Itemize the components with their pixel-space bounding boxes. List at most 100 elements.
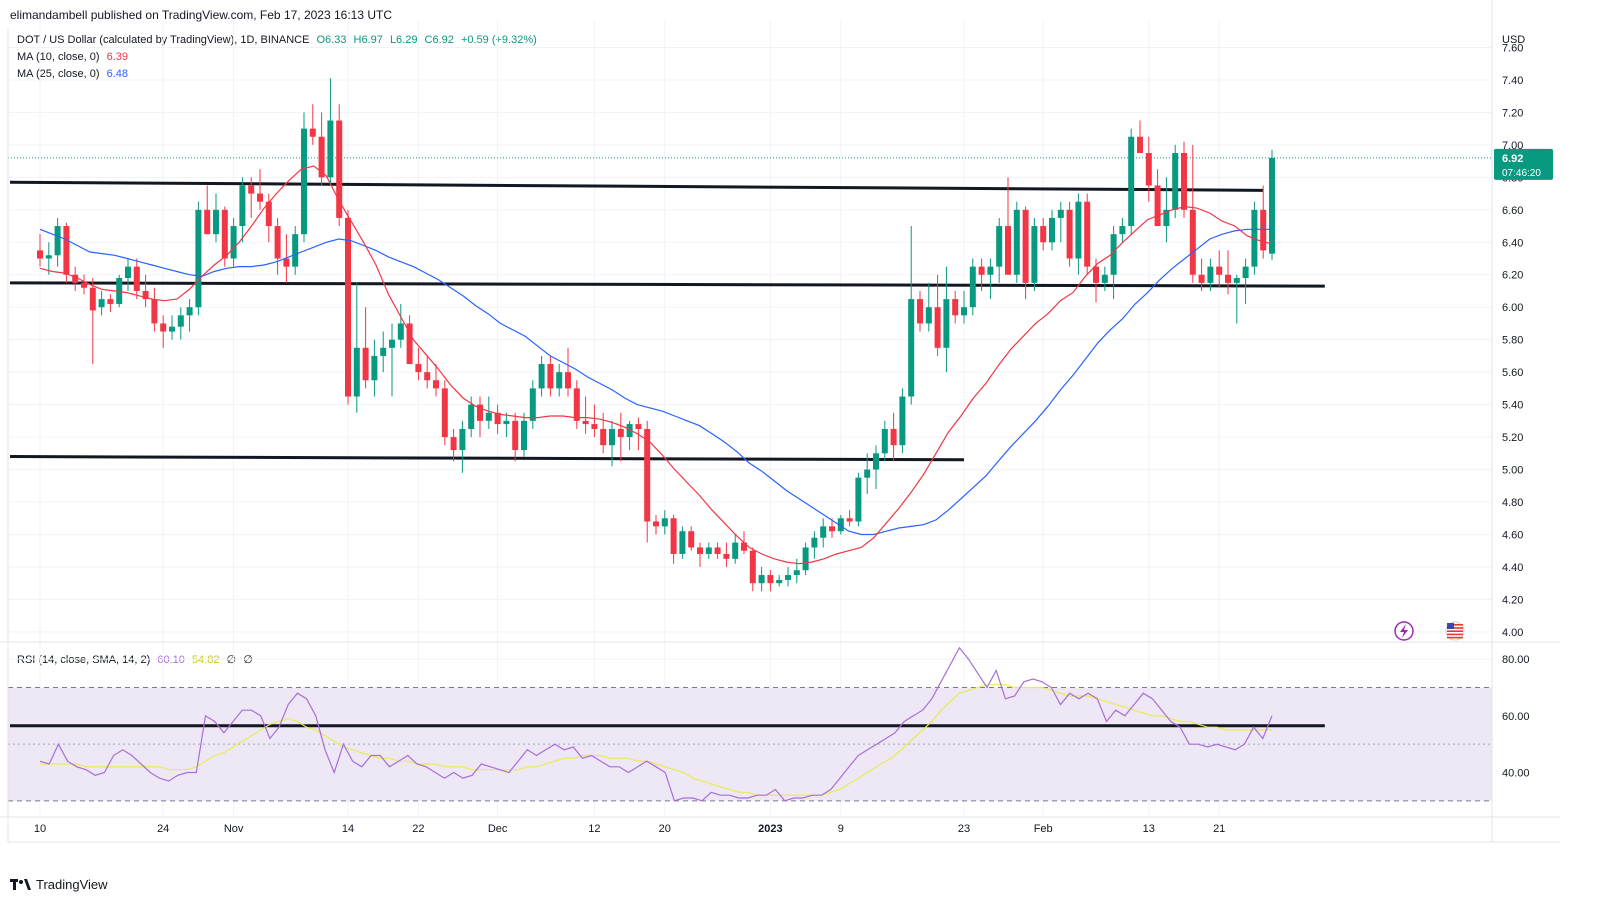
candle xyxy=(1128,128,1135,235)
candle-body xyxy=(635,424,642,429)
candle xyxy=(1101,266,1108,291)
candle-body xyxy=(1057,209,1064,218)
candle xyxy=(1084,193,1091,275)
candle xyxy=(873,445,879,490)
candle-body xyxy=(468,404,475,429)
candle xyxy=(151,287,158,332)
candle-body xyxy=(142,290,149,300)
candle xyxy=(661,510,668,535)
time-tick-label: 9 xyxy=(838,823,844,835)
candle xyxy=(1163,177,1170,243)
price-badge-bg xyxy=(1494,148,1553,180)
rsi-band xyxy=(8,687,1492,802)
candle-body xyxy=(1031,226,1038,283)
candle-body xyxy=(248,185,255,194)
candle xyxy=(1022,206,1029,300)
candle xyxy=(670,515,677,564)
candle-body xyxy=(37,250,43,259)
price-tick-label: 5.00 xyxy=(1502,465,1523,477)
candle-body xyxy=(512,420,519,451)
candle-body xyxy=(855,477,862,522)
candle-body xyxy=(1137,136,1143,153)
candle xyxy=(538,355,545,397)
candle-body xyxy=(292,234,299,267)
support-resistance-line xyxy=(9,281,1325,288)
candle-body xyxy=(741,542,747,551)
candle xyxy=(63,222,70,283)
candle-body xyxy=(424,372,431,381)
candle xyxy=(969,258,976,316)
candle-body xyxy=(1022,209,1029,283)
us-flag-canton xyxy=(1447,623,1454,629)
candle-body xyxy=(626,424,633,438)
candle-body xyxy=(846,518,853,522)
candle-body xyxy=(617,428,624,438)
ma10-legend: MA (10, close, 0) 6.39 xyxy=(17,51,132,63)
candle-body xyxy=(661,518,668,527)
rsi-lines xyxy=(39,646,1273,802)
time-tick-label: 20 xyxy=(659,823,671,835)
candle xyxy=(213,193,219,243)
candle xyxy=(1137,120,1143,153)
candle xyxy=(239,177,246,243)
candle xyxy=(697,542,703,567)
candle xyxy=(415,347,422,381)
candle-body xyxy=(169,326,175,332)
candle xyxy=(846,510,853,527)
candle-body xyxy=(1005,226,1011,275)
price-tick-label: 7.40 xyxy=(1502,75,1523,87)
candle-body xyxy=(195,209,202,308)
candle xyxy=(380,331,387,373)
candle-body xyxy=(538,364,545,389)
support-resistance-line xyxy=(9,455,965,462)
ma10-line xyxy=(39,165,1273,565)
candle xyxy=(1066,201,1073,267)
candle-body xyxy=(274,226,281,259)
time-axis-labels: 10 24 Nov 14 22 Dec 12 20 2023 9 23 Feb 13 21 xyxy=(34,823,1225,835)
rsi-empty-2: ∅ xyxy=(243,654,253,666)
candle xyxy=(864,453,871,494)
candle-body xyxy=(1216,266,1223,275)
candle xyxy=(925,282,932,332)
candle xyxy=(529,380,536,429)
candle-body xyxy=(1269,157,1275,254)
candle xyxy=(230,217,237,267)
time-tick-label: 24 xyxy=(157,823,169,835)
candle xyxy=(89,277,96,365)
candle-body xyxy=(749,550,756,584)
tradingview-brand[interactable]: TradingView xyxy=(10,877,108,892)
candle-body xyxy=(1207,266,1214,283)
candle xyxy=(952,290,959,324)
candle xyxy=(1225,250,1231,295)
candle xyxy=(424,355,431,389)
candle xyxy=(406,315,413,365)
rsi-label: RSI (14, close, SMA, 14, 2) xyxy=(17,654,151,666)
candle xyxy=(327,78,334,186)
candle-body xyxy=(459,428,466,451)
rsi-tick-label: 40.00 xyxy=(1502,768,1530,780)
candle-body xyxy=(917,299,923,324)
candle-body xyxy=(81,282,87,288)
candle xyxy=(1005,177,1011,275)
candle xyxy=(1057,201,1064,243)
candle-body xyxy=(705,547,712,554)
open-value: O6.33 xyxy=(316,34,347,46)
ma25-line xyxy=(39,228,1272,536)
us-flag-stripe xyxy=(1447,636,1463,639)
candle-body xyxy=(529,388,536,421)
grid-lines xyxy=(8,20,1492,815)
candle-body xyxy=(371,355,378,381)
candle xyxy=(793,558,800,584)
moving-averages xyxy=(39,165,1273,565)
candle xyxy=(565,347,571,397)
candle xyxy=(820,518,827,548)
candle-body xyxy=(309,128,316,137)
time-tick-label: 2023 xyxy=(758,823,782,835)
candle xyxy=(125,258,131,291)
price-tick-label: 4.60 xyxy=(1502,529,1523,541)
candle xyxy=(433,364,439,397)
candle-body xyxy=(864,469,871,478)
high-value: H6.97 xyxy=(353,34,383,46)
